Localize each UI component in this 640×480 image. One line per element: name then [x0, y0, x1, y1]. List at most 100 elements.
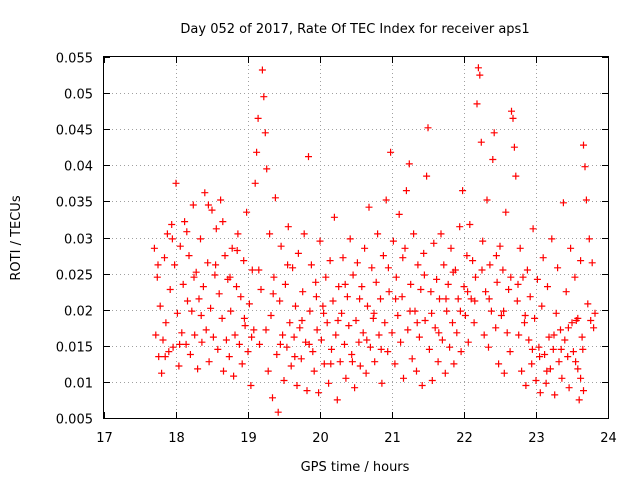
data-point: [478, 266, 486, 274]
data-point: [571, 273, 579, 281]
data-point: [392, 273, 400, 281]
data-point: [217, 196, 225, 204]
data-point: [497, 312, 505, 319]
data-point: [185, 252, 193, 260]
data-point: [353, 259, 361, 267]
y-tick-label: 0.035: [56, 196, 93, 211]
data-point: [577, 374, 585, 382]
data-point: [385, 288, 393, 296]
data-point: [492, 324, 500, 332]
data-point: [525, 336, 533, 344]
data-point: [585, 235, 593, 243]
data-point: [477, 138, 485, 146]
data-point: [561, 336, 569, 344]
data-point: [253, 148, 261, 156]
data-point: [233, 247, 241, 254]
data-point: [328, 345, 335, 353]
data-point: [305, 340, 313, 348]
data-point: [356, 295, 364, 303]
data-point: [191, 331, 199, 339]
data-point: [580, 141, 587, 149]
data-point: [280, 377, 288, 384]
data-point: [512, 172, 520, 180]
data-point: [398, 293, 406, 301]
data-point: [255, 266, 263, 274]
data-point: [492, 252, 500, 260]
data-point: [286, 319, 294, 327]
data-point: [228, 244, 236, 252]
data-point: [244, 348, 252, 356]
data-point: [564, 324, 572, 332]
data-point: [535, 343, 543, 351]
x-tick-label: 19: [240, 431, 257, 446]
data-point: [510, 143, 518, 151]
data-point: [201, 189, 209, 197]
data-point: [522, 382, 530, 389]
data-point: [273, 351, 281, 358]
data-point: [545, 333, 553, 341]
y-tick-label: 0.055: [56, 52, 93, 67]
data-point: [485, 295, 493, 303]
data-point: [485, 343, 492, 351]
data-point: [499, 266, 507, 274]
data-point: [189, 201, 197, 209]
data-point: [474, 64, 482, 72]
data-point: [240, 257, 248, 265]
data-point: [591, 309, 599, 317]
data-point: [427, 288, 435, 296]
data-point: [402, 187, 410, 195]
data-point: [345, 322, 353, 330]
data-point: [176, 340, 184, 348]
data-point: [543, 367, 551, 375]
data-point: [421, 317, 429, 324]
data-point: [289, 264, 297, 272]
data-point: [519, 273, 527, 281]
data-point: [326, 257, 334, 265]
data-point: [574, 365, 582, 373]
data-point: [584, 300, 592, 308]
data-point: [161, 353, 169, 361]
data-point: [303, 387, 311, 395]
data-point: [444, 280, 452, 288]
data-point: [536, 353, 544, 361]
data-point: [528, 360, 536, 368]
data-point: [209, 333, 217, 341]
data-point: [557, 326, 564, 334]
data-point: [456, 307, 464, 315]
data-point: [220, 367, 227, 375]
data-point: [554, 264, 562, 272]
data-point: [315, 389, 323, 397]
data-point: [150, 244, 158, 252]
data-point: [366, 343, 374, 351]
data-point: [414, 261, 422, 269]
data-point: [269, 394, 276, 402]
data-point: [153, 273, 161, 281]
y-tick-label: 0.015: [56, 341, 93, 356]
x-tick-label: 21: [384, 431, 401, 446]
data-point: [312, 293, 320, 301]
data-point: [469, 257, 477, 265]
data-point: [372, 278, 380, 286]
data-point: [277, 242, 285, 250]
data-point: [431, 324, 439, 332]
x-tick-label: 24: [600, 431, 617, 446]
data-point: [441, 369, 449, 377]
data-point: [479, 237, 487, 245]
data-point: [368, 264, 376, 272]
data-point: [316, 237, 324, 245]
data-point: [362, 369, 370, 377]
data-point: [231, 331, 239, 339]
data-point: [335, 283, 343, 291]
data-point: [348, 351, 356, 358]
data-point: [197, 312, 205, 319]
data-point: [470, 319, 478, 327]
data-point: [159, 336, 167, 344]
data-point: [399, 254, 407, 262]
chart-title: Day 052 of 2017, Rate Of TEC Index for r…: [180, 22, 529, 37]
data-point: [575, 396, 583, 404]
data-point: [219, 218, 227, 226]
data-point: [306, 307, 314, 315]
data-point: [283, 343, 291, 351]
data-point: [309, 348, 317, 356]
data-point: [521, 319, 528, 327]
